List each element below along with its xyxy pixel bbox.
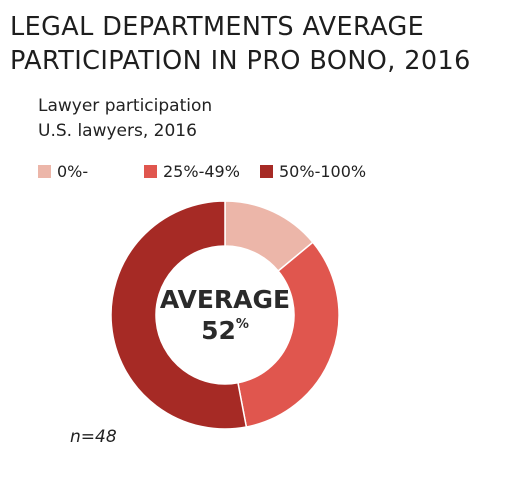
chart-subtitle-line-2: U.S. lawyers, 2016 — [38, 121, 197, 141]
legend-item-2: 50%-100% — [260, 159, 366, 183]
legend-swatch-2 — [260, 164, 273, 178]
legend-item-1: 25%-49% — [144, 159, 240, 183]
chart-title: LEGAL DEPARTMENTS AVERAGE PARTICIPATION … — [10, 10, 525, 78]
legend-item-0: 0%- — [38, 159, 88, 183]
donut-chart: AVERAGE 52% — [110, 200, 340, 430]
sample-size-note: n=48 — [70, 427, 117, 447]
donut-slice-1 — [237, 241, 340, 428]
center-average-label: AVERAGE — [160, 285, 290, 314]
chart-subtitle-line-1: Lawyer participation — [38, 96, 213, 116]
legend-swatch-1 — [144, 164, 157, 178]
donut-slices — [110, 200, 340, 430]
legend-label-2: 50%-100% — [279, 161, 367, 181]
chart-legend: 0%- 25%-49% 50%-100% — [38, 159, 398, 183]
center-average-value-text: 52% — [201, 316, 249, 345]
donut-slice-2 — [110, 200, 248, 430]
chart-subtitle: Lawyer participation U.S. lawyers, 2016 — [38, 94, 212, 144]
center-average-value: 52 — [201, 316, 236, 345]
chart-title-line-2: PARTICIPATION IN PRO BONO, 2016 — [10, 46, 471, 76]
legend-swatch-0 — [38, 164, 51, 178]
legend-label-1: 25%-49% — [163, 161, 240, 181]
legend-label-0: 0%- — [57, 161, 89, 181]
chart-title-line-1: LEGAL DEPARTMENTS AVERAGE — [10, 12, 425, 42]
center-average-unit: % — [236, 317, 249, 332]
